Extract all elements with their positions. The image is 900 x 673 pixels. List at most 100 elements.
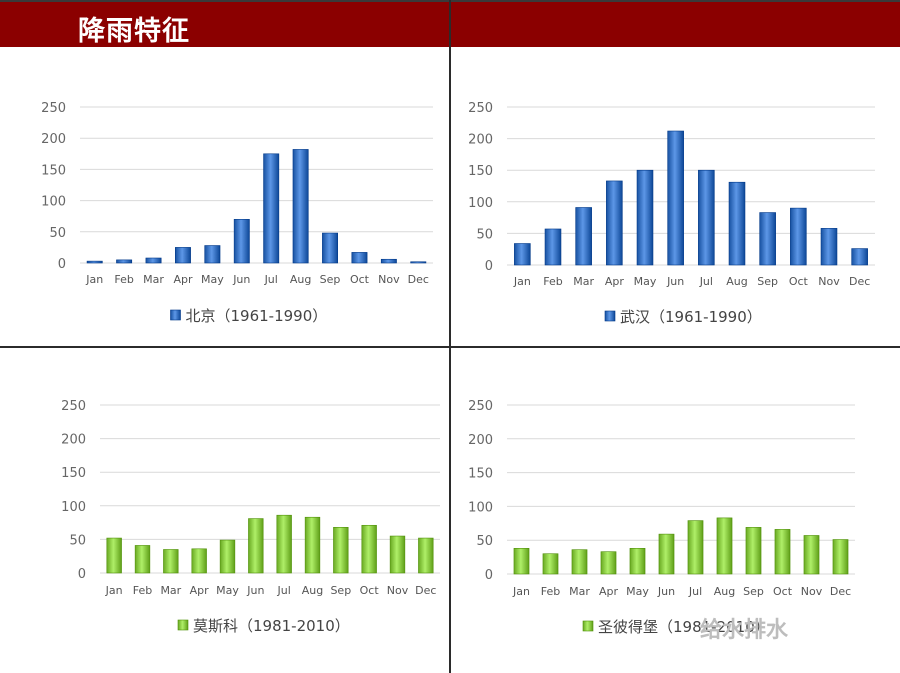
bar [542,553,559,575]
y-tick-label: 50 [49,226,66,241]
y-tick-label: 150 [468,467,493,482]
x-tick-label: Apr [599,585,619,598]
bar [629,548,646,575]
bar [803,535,820,575]
x-tick-label: Sep [743,585,764,598]
bar [322,232,338,264]
x-tick-label: Mar [573,275,594,288]
chart-st-petersburg: 0 50 100 150 200 250 Jan Feb Mar Apr May Jun Jul Aug S… [468,399,855,636]
y-tick-label: 200 [61,433,86,448]
bar [745,527,762,575]
bar [106,537,122,574]
x-tick-label: Nov [387,584,409,597]
bar [219,539,236,574]
x-tick-label: Oct [360,584,380,597]
x-tick-label: Apr [173,273,193,286]
x-tick-label: Jan [512,585,530,598]
page-title: 降雨特征 [78,16,190,47]
x-tick-label: Sep [330,584,351,597]
y-tick-label: 0 [78,567,86,582]
legend-label: 武汉（1961-1990） [620,308,762,326]
bar [571,549,588,575]
bar [575,207,592,266]
x-tick-label: Jun [246,584,264,597]
x-tick-label: May [634,275,657,288]
x-tick-label: Aug [302,584,323,597]
legend-label: 北京（1961-1990） [186,307,328,325]
y-tick-label: 50 [69,533,86,548]
bar [513,548,530,575]
bar [248,518,264,574]
bar [606,180,623,266]
x-tick-label: Aug [714,585,735,598]
y-tick-label: 250 [61,399,86,414]
x-tick-label: Jul [264,273,278,286]
x-tick-label: May [626,585,649,598]
bar [410,261,427,264]
bar [667,130,684,266]
bar [304,516,321,574]
legend-swatch [170,309,181,321]
y-tick-label: 100 [468,196,493,211]
x-tick-label: Dec [415,584,436,597]
x-tick-label: Sep [320,273,341,286]
bar [774,529,791,575]
x-tick-label: Jul [688,585,702,598]
x-tick-label: Nov [801,585,823,598]
panel-divider-vertical [449,0,451,673]
bar [716,517,733,575]
legend-swatch [582,620,594,632]
x-tick-label: Feb [543,275,562,288]
chart-wuhan: 0 50 100 150 200 250 Jan Feb Mar Apr May Jun Jul Aug S… [468,101,875,326]
bar [418,537,434,574]
y-tick-label: 50 [476,227,493,242]
x-tick-label: Apr [605,275,625,288]
x-tick-label: Apr [190,584,210,597]
bar [380,258,397,264]
x-tick-label: Aug [290,273,311,286]
watermark-text: 给水排水 [700,618,789,643]
x-tick-label: Jun [666,275,684,288]
y-tick-label: 100 [41,195,66,210]
bar [820,228,838,266]
bar [790,207,807,266]
bar [163,549,179,574]
x-tick-label: Jan [513,275,531,288]
x-tick-label: Oct [789,275,809,288]
bar [134,545,151,574]
panel-divider-horizontal [0,346,900,348]
x-tick-label: Jul [277,584,291,597]
x-tick-label: Jun [657,585,675,598]
x-tick-label: Feb [541,585,560,598]
bar [728,181,746,266]
y-tick-label: 0 [58,257,66,272]
y-tick-label: 200 [41,132,66,147]
chart-moscow: 0 50 100 150 200 250 Jan Feb Mar Apr May Jun Jul Aug S… [61,399,440,635]
bar [514,243,531,266]
bar [276,514,292,574]
x-tick-label: Mar [160,584,181,597]
x-tick-label: Sep [757,275,778,288]
y-tick-label: 250 [41,101,66,116]
x-tick-label: Dec [849,275,870,288]
y-tick-label: 200 [468,133,493,148]
bar [832,539,849,575]
bar [263,153,280,264]
y-tick-label: 250 [468,399,493,414]
y-tick-label: 0 [485,259,493,274]
y-tick-label: 100 [468,500,493,515]
x-tick-label: Mar [143,273,164,286]
bar [544,228,562,266]
x-tick-label: Oct [350,273,370,286]
x-tick-label: Dec [408,273,429,286]
x-tick-label: Dec [830,585,851,598]
x-tick-label: Jun [232,273,250,286]
x-tick-label: May [201,273,224,286]
x-tick-label: Jul [699,275,713,288]
bar [389,535,406,574]
bar [191,548,207,574]
bar [698,169,715,266]
bar [145,257,162,264]
bar [351,252,368,264]
legend-swatch [604,310,616,322]
